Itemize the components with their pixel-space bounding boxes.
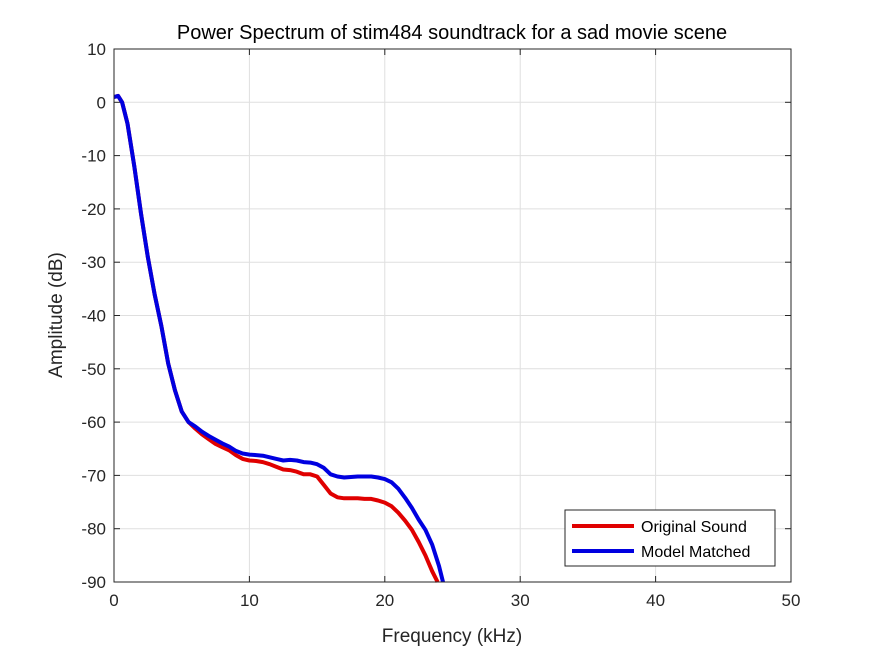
y-tick-label: -50 bbox=[81, 360, 106, 379]
x-axis-label: Frequency (kHz) bbox=[382, 626, 522, 647]
y-tick-label: -10 bbox=[81, 147, 106, 166]
tick-layer: 0 10 20 30 40 50 10 0 -10 -20 -30 -40 -50 -60 -70 -80 -9… bbox=[81, 40, 800, 610]
legend-label-original-sound: Original Sound bbox=[641, 519, 747, 536]
legend-box bbox=[564, 509, 776, 567]
y-tick-label: -20 bbox=[81, 200, 106, 219]
x-tick-label: 0 bbox=[109, 591, 118, 610]
y-tick-label: 0 bbox=[97, 93, 106, 112]
legend: Original Sound Model Matched bbox=[564, 509, 776, 567]
x-tick-label: 40 bbox=[646, 591, 665, 610]
y-tick-label: -90 bbox=[81, 573, 106, 592]
y-tick-label: -30 bbox=[81, 253, 106, 272]
chart-title: Power Spectrum of stim484 soundtrack for… bbox=[177, 22, 727, 44]
y-axis-label: Amplitude (dB) bbox=[46, 252, 67, 378]
x-tick-label: 20 bbox=[375, 591, 394, 610]
x-tick-label: 50 bbox=[782, 591, 801, 610]
y-tick-label: -60 bbox=[81, 413, 106, 432]
x-tick-label: 10 bbox=[240, 591, 259, 610]
y-tick-label: -40 bbox=[81, 307, 106, 326]
x-tick-label: 30 bbox=[511, 591, 530, 610]
series-layer bbox=[113, 93, 445, 583]
y-tick-label: 10 bbox=[87, 40, 106, 59]
series-line-model-matched bbox=[113, 93, 445, 583]
legend-label-model-matched: Model Matched bbox=[641, 544, 750, 561]
y-tick-label: -80 bbox=[81, 520, 106, 539]
y-tick-label: -70 bbox=[81, 466, 106, 485]
